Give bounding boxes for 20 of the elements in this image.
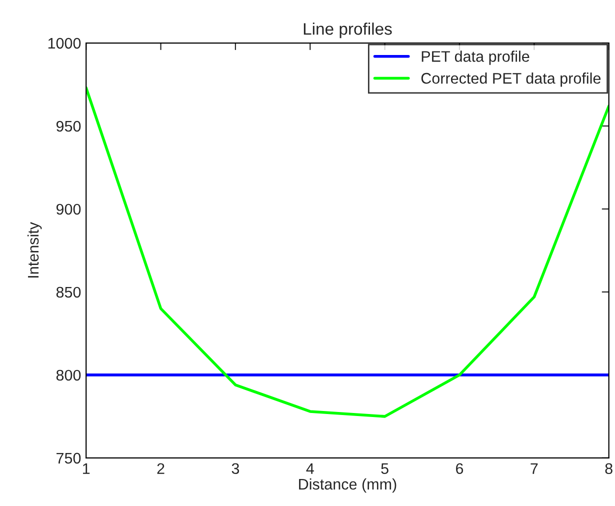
x-tick-label: 6 — [456, 463, 464, 474]
y-tick-label: 900 — [56, 204, 81, 215]
x-tick-label: 4 — [306, 463, 314, 474]
legend-label: PET data profile — [422, 50, 530, 65]
x-tick-label: 1 — [83, 463, 90, 474]
y-tick-label: 950 — [56, 120, 81, 132]
y-tick-label: 1000 — [48, 38, 81, 49]
x-tick-label: 3 — [232, 463, 240, 474]
x-tick-label: 8 — [605, 463, 612, 474]
x-tick-label: 2 — [157, 463, 164, 474]
line-series — [86, 86, 609, 418]
x-tick-label: 7 — [530, 463, 538, 474]
x-axis-title: Distance (mm) — [299, 478, 396, 493]
y-tick-label: 850 — [56, 286, 81, 298]
legend-label: Corrected PET data profile — [421, 72, 601, 87]
x-tick-label: 5 — [381, 463, 388, 474]
y-tick-label: 750 — [56, 452, 81, 464]
chart-title: Line profiles — [304, 22, 392, 38]
y-axis-title: Intensity — [27, 222, 42, 278]
y-tick-label: 800 — [56, 370, 81, 381]
